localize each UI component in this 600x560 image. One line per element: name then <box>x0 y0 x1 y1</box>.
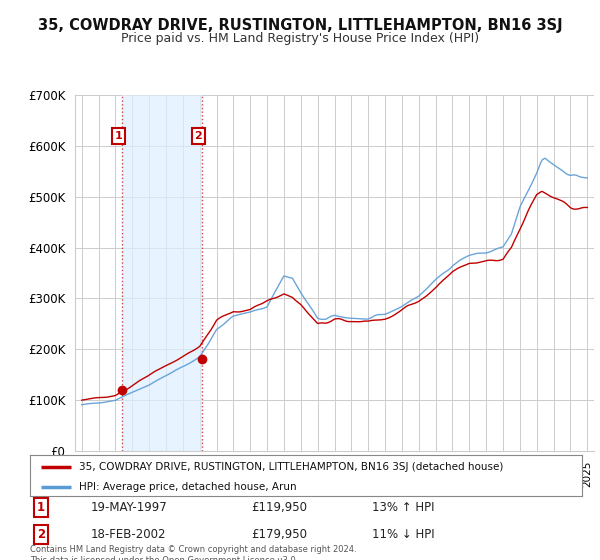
Text: 35, COWDRAY DRIVE, RUSTINGTON, LITTLEHAMPTON, BN16 3SJ: 35, COWDRAY DRIVE, RUSTINGTON, LITTLEHAM… <box>38 18 562 33</box>
Text: 19-MAY-1997: 19-MAY-1997 <box>91 501 167 514</box>
Text: Price paid vs. HM Land Registry's House Price Index (HPI): Price paid vs. HM Land Registry's House … <box>121 32 479 45</box>
Text: 13% ↑ HPI: 13% ↑ HPI <box>372 501 435 514</box>
Text: £179,950: £179,950 <box>251 528 307 541</box>
Text: 1: 1 <box>115 131 122 141</box>
Text: 2: 2 <box>37 528 45 541</box>
Text: 11% ↓ HPI: 11% ↓ HPI <box>372 528 435 541</box>
Text: 18-FEB-2002: 18-FEB-2002 <box>91 528 166 541</box>
Text: HPI: Average price, detached house, Arun: HPI: Average price, detached house, Arun <box>79 482 296 492</box>
Text: £119,950: £119,950 <box>251 501 307 514</box>
Bar <box>122 95 202 451</box>
Text: 2: 2 <box>194 131 202 141</box>
Text: Contains HM Land Registry data © Crown copyright and database right 2024.
This d: Contains HM Land Registry data © Crown c… <box>30 545 356 560</box>
Text: 1: 1 <box>37 501 45 514</box>
Text: 35, COWDRAY DRIVE, RUSTINGTON, LITTLEHAMPTON, BN16 3SJ (detached house): 35, COWDRAY DRIVE, RUSTINGTON, LITTLEHAM… <box>79 461 503 472</box>
